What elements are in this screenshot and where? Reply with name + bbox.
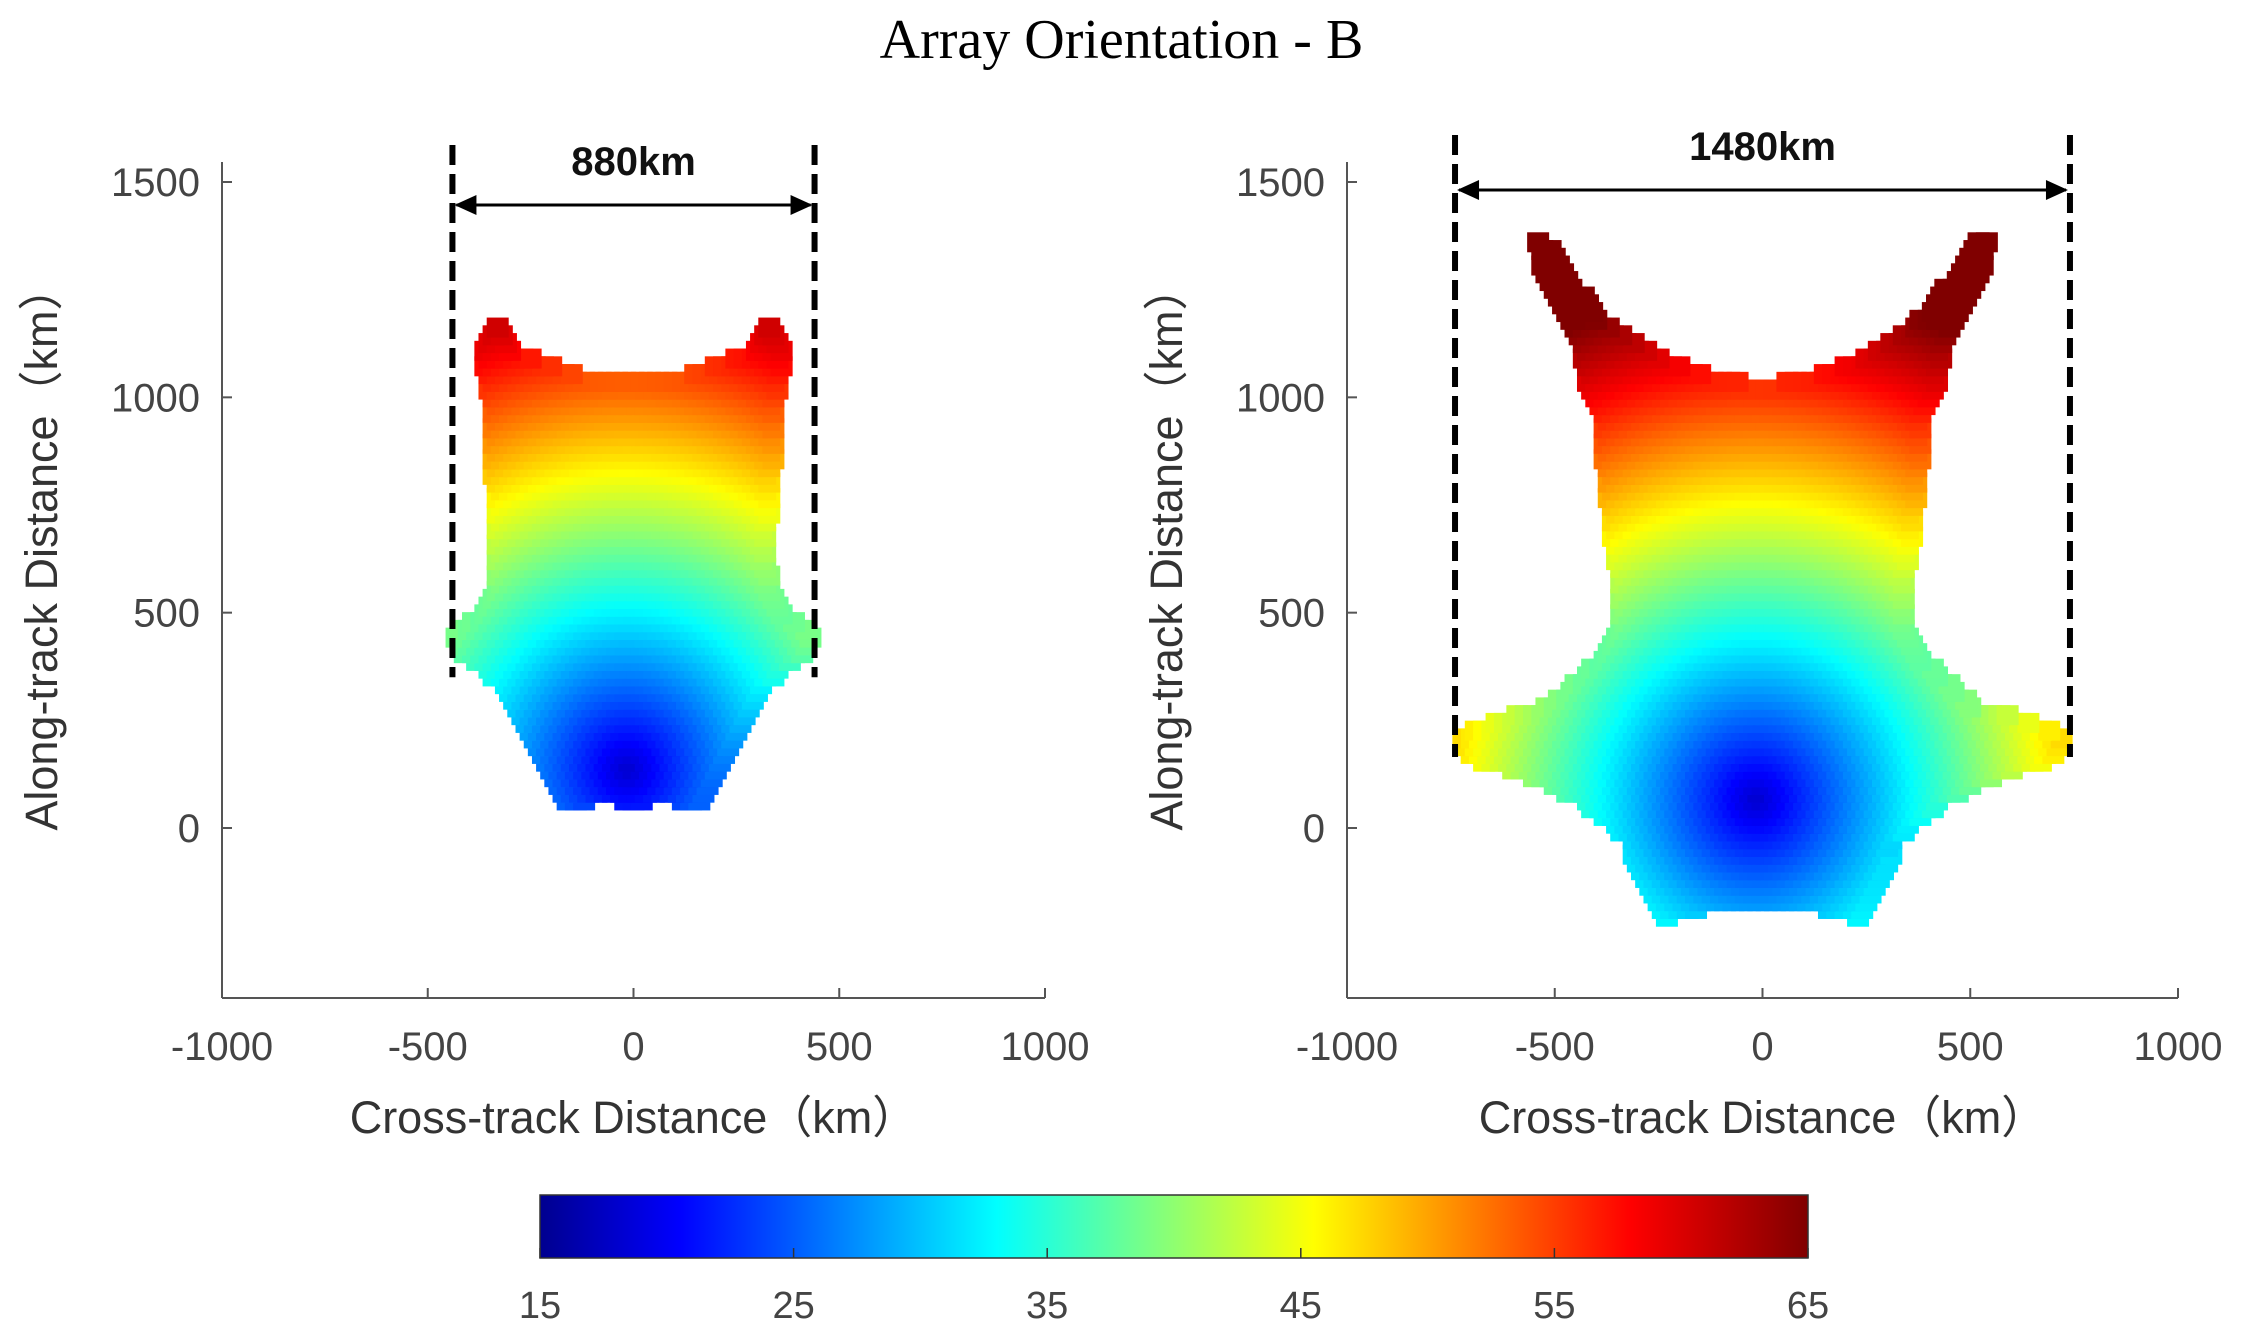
right-footprint-cell [2017, 712, 2040, 733]
right-plot-panel: 0 500 1000 1500 -1000 -500 0 500 1000 Cross-track… [1141, 125, 2222, 1143]
colorbar-tick-label: 65 [1787, 1285, 1829, 1327]
colorbar-tick-label: 55 [1533, 1285, 1575, 1327]
right-swath-arrowhead-left [1457, 180, 1480, 200]
left-x-axis-label: Cross-track Distance（km） [350, 1092, 918, 1143]
left-y-axis-label: Along-track Distance（km） [16, 265, 67, 830]
right-x-tick-label: -1000 [1296, 1025, 1398, 1069]
left-footprint-cell [540, 356, 563, 377]
right-swath-width-label: 1480km [1689, 125, 1836, 169]
right-footprint-cell [2038, 720, 2061, 741]
right-y-tick-label: 1000 [1236, 376, 1325, 420]
colorbar-tick-label: 35 [1026, 1285, 1068, 1327]
right-footprint-cell [1726, 371, 1749, 392]
right-x-tick-label: -500 [1515, 1025, 1595, 1069]
left-x-tick-label: -1000 [171, 1025, 273, 1069]
right-y-tick-label: 1500 [1236, 161, 1325, 205]
left-x-tick-label: -500 [388, 1025, 468, 1069]
right-x-tick-label: 500 [1937, 1025, 2004, 1069]
left-x-tick-label: 0 [622, 1025, 644, 1069]
right-footprint-cell [1668, 356, 1691, 377]
right-x-tick-label: 0 [1751, 1025, 1773, 1069]
right-footprint [1452, 232, 2073, 927]
left-y-tick-label: 1000 [111, 376, 200, 420]
right-footprint-cell [1975, 232, 1998, 253]
left-footprint-cell [486, 317, 509, 338]
right-footprint-cell [1996, 705, 2019, 726]
left-plot-panel: 0 500 1000 1500 -1000 -500 0 500 1000 Cross-track… [16, 140, 1089, 1143]
left-y-tick-label: 1500 [111, 161, 200, 205]
colorbar: 15 25 35 45 55 65 [519, 1194, 1829, 1327]
left-y-tick-label: 500 [133, 592, 200, 636]
right-x-axis-label: Cross-track Distance（km） [1479, 1092, 2047, 1143]
right-y-axis-label: Along-track Distance（km） [1141, 265, 1192, 830]
left-swath-arrowhead-right [790, 195, 813, 215]
colorbar-tick-label: 45 [1280, 1285, 1322, 1327]
left-footprint [445, 317, 822, 811]
colorbar-tick-label: 15 [519, 1285, 561, 1327]
right-y-tick-label: 500 [1258, 592, 1325, 636]
right-y-tick-label: 0 [1303, 807, 1325, 851]
left-y-tick-label: 0 [178, 807, 200, 851]
left-swath-arrowhead-left [454, 195, 477, 215]
right-footprint-cell [1527, 232, 1550, 253]
colorbar-gradient [539, 1194, 1809, 1259]
left-footprint-cell [758, 317, 781, 338]
left-x-tick-label: 1000 [1001, 1025, 1090, 1069]
left-footprint-cell [560, 364, 583, 385]
right-x-tick-label: 1000 [2134, 1025, 2223, 1069]
right-footprint-cell [1689, 364, 1712, 385]
right-swath-arrowhead-right [2045, 180, 2068, 200]
figure-title: Array Orientation - B [879, 9, 1364, 71]
left-footprint-cell [519, 348, 542, 369]
colorbar-tick-label: 25 [772, 1285, 814, 1327]
left-swath-width-label: 880km [571, 140, 696, 184]
left-x-tick-label: 500 [806, 1025, 873, 1069]
